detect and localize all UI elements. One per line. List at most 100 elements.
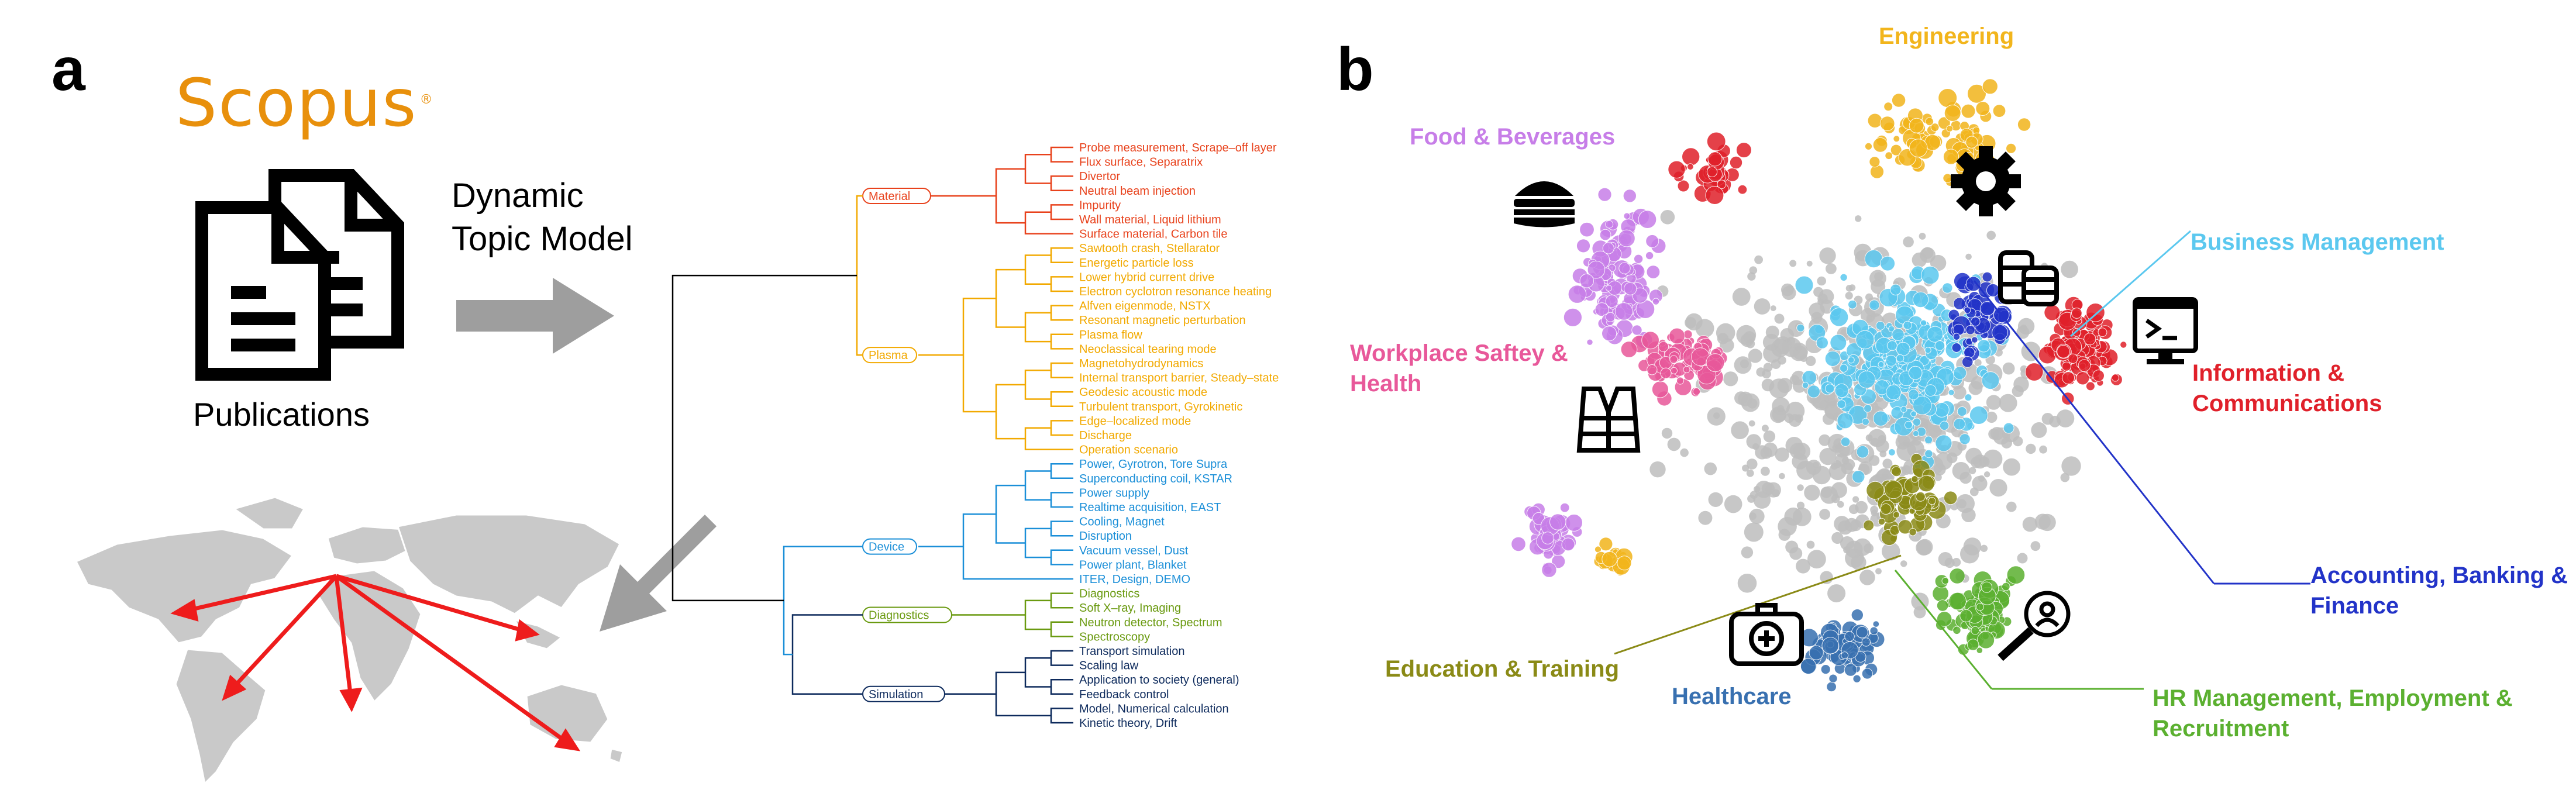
scatter-point: [1652, 298, 1660, 305]
dendrogram-branch: [1050, 492, 1073, 508]
dendrogram-branch: [783, 546, 863, 656]
scatter-point: [1844, 631, 1855, 642]
scatter-point: [1819, 247, 1836, 264]
dendrogram-branch: [1024, 254, 1051, 285]
scatter-point: [1736, 325, 1757, 345]
scatter-point: [1632, 287, 1648, 304]
scatter-point: [1868, 455, 1880, 466]
scatter-point: [1912, 430, 1919, 437]
dendrogram-leaf-label: Application to society (general): [1079, 674, 1239, 687]
scatter-point: [1960, 544, 1979, 564]
dendrogram-root: [671, 274, 857, 602]
panel-b-label: b: [1337, 36, 1374, 104]
scatter-point: [1934, 340, 1945, 351]
dendrogram-leaf-label: Diagnostics: [1079, 588, 1139, 601]
world-map-icon: [74, 496, 624, 786]
dendrogram-leaf-label: Soft X–ray, Imaging: [1079, 602, 1181, 615]
scatter-point: [1837, 501, 1844, 508]
dendrogram-leaf-label: Sawtooth crash, Stellarator: [1079, 242, 1220, 255]
category-ict-line1: Information &: [2192, 360, 2344, 386]
arrow-right-icon: [456, 278, 614, 354]
dendrogram-branch: [995, 671, 1051, 716]
dendrogram-leaf-label: Plasma flow: [1079, 329, 1142, 342]
scatter-point: [1729, 156, 1743, 170]
scatter-point: [1845, 540, 1863, 558]
dendrogram-group-label: Plasma: [869, 349, 908, 362]
scatter-point: [1948, 389, 1955, 396]
scatter-point: [1676, 377, 1685, 385]
scatter-point: [2076, 371, 2090, 385]
dendrogram-leaf-label: Transport simulation: [1079, 645, 1184, 658]
scatter-point: [1903, 320, 1912, 330]
scatter-point: [1904, 420, 1913, 429]
scatter-point: [1549, 513, 1566, 530]
scatter-point: [1873, 411, 1889, 427]
scopus-logo-text: Scopus: [175, 65, 418, 142]
scatter-point: [1658, 341, 1669, 352]
scatter-point: [1944, 557, 1955, 568]
scatter-point: [1976, 603, 1984, 611]
scatter-point: [1620, 341, 1638, 358]
scatter-point: [1807, 550, 1826, 569]
scatter-point: [1982, 78, 1998, 95]
topic-dendrogram: Probe measurement, Scrape–off layer Flux …: [671, 142, 1279, 730]
dendrogram-leaf-label: Superconducting coil, KSTAR: [1079, 473, 1232, 485]
scatter-point: [1804, 484, 1820, 501]
scatter-point: [1869, 270, 1886, 287]
scatter-point: [1695, 319, 1714, 338]
dendrogram-leaf-label: Neutral beam injection: [1079, 185, 1196, 198]
dendrogram-branch: [791, 614, 863, 695]
category-hr-line1: HR Management, Employment &: [2153, 685, 2513, 711]
scatter-point: [1935, 452, 1953, 470]
scatter-point: [1983, 471, 1990, 478]
dendrogram-branch: [1024, 312, 1051, 343]
scatter-point: [1822, 413, 1835, 425]
scatter-point: [1800, 658, 1817, 675]
scatter-point: [2022, 516, 2038, 532]
scatter-point: [1731, 421, 1749, 439]
dendrogram-branch: [1050, 175, 1073, 192]
scatter-point: [1917, 475, 1935, 492]
scatter-point: [2061, 456, 2081, 476]
scatter-point: [1834, 383, 1849, 398]
arrow-label-line2: Topic Model: [452, 220, 633, 258]
scatter-point: [1893, 135, 1900, 143]
scatter-point: [1882, 473, 1889, 480]
scatter-point: [1878, 518, 1886, 526]
scatter-point: [1980, 301, 1995, 316]
scatter-point: [1855, 330, 1875, 350]
scatter-point: [1812, 393, 1830, 411]
gear-icon: [1951, 146, 2021, 216]
scatter-point: [2002, 362, 2015, 375]
dendrogram-leaf-label: Feedback control: [1079, 688, 1169, 701]
coins-icon: [1998, 250, 2059, 306]
scatter-point: [1870, 505, 1879, 514]
scatter-point: [1848, 504, 1859, 515]
dendrogram-branch: [1050, 204, 1073, 220]
scatter-point: [1869, 626, 1878, 635]
scatter-point: [1668, 160, 1686, 178]
scatter-point: [2056, 409, 2075, 427]
scatter-point: [1885, 151, 1893, 160]
scatter-point: [1989, 479, 2007, 497]
scatter-point: [1597, 187, 1612, 202]
dendrogram-leaf-label: Neutron detector, Spectrum: [1079, 616, 1222, 629]
scatter-point: [1879, 116, 1895, 132]
scatter-point: [1541, 562, 1557, 578]
scatter-point: [1579, 273, 1594, 288]
scatter-point: [1807, 385, 1821, 398]
scatter-point: [1706, 166, 1718, 177]
scatter-point: [1746, 469, 1754, 477]
scatter-point: [1965, 325, 1975, 335]
scatter-point: [1765, 325, 1779, 339]
scatter-point: [1670, 367, 1678, 375]
scatter-point: [2002, 432, 2009, 439]
scatter-point: [1565, 513, 1583, 532]
scatter-point: [1796, 558, 1811, 574]
scatter-point: [1623, 189, 1637, 203]
scatter-point: [1614, 302, 1633, 320]
dendrogram-leaf-label: Electron cyclotron resonance heating: [1079, 285, 1272, 298]
scatter-point: [1939, 420, 1950, 431]
dendrogram-branch: [1050, 678, 1073, 695]
scatter-point: [1964, 347, 1975, 358]
